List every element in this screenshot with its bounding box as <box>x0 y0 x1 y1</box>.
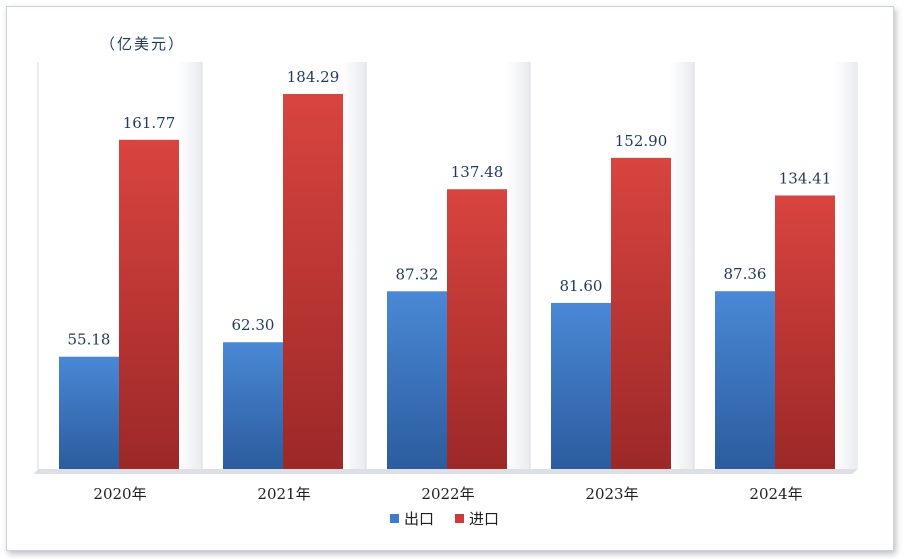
import-value-label: 134.41 <box>779 169 832 187</box>
import-bar <box>447 189 507 469</box>
export-bar <box>387 291 447 469</box>
x-tick-label: 2021年 <box>257 485 310 503</box>
export-value-label: 87.32 <box>396 265 439 283</box>
export-bar <box>715 291 775 469</box>
import-value-label: 137.48 <box>451 163 504 181</box>
unit-label: （亿美元） <box>100 35 186 53</box>
export-bar <box>223 342 283 469</box>
export-value-label: 62.30 <box>232 316 275 334</box>
export-bar <box>59 356 119 469</box>
import-value-label: 152.90 <box>615 132 668 150</box>
export-value-label: 87.36 <box>724 265 767 283</box>
export-value-label: 55.18 <box>68 331 111 349</box>
import-value-label: 184.29 <box>287 68 340 86</box>
x-tick-label: 2024年 <box>749 485 802 503</box>
export-value-label: 81.60 <box>560 277 603 295</box>
export-bar <box>551 302 611 469</box>
x-tick-label: 2022年 <box>421 485 474 503</box>
import-value-label: 161.77 <box>123 114 176 132</box>
import-bar <box>119 139 179 470</box>
chart-floor <box>34 469 858 474</box>
legend-label: 进口 <box>469 510 499 528</box>
legend-swatch <box>390 514 399 523</box>
x-tick-label: 2020年 <box>93 485 146 503</box>
legend-swatch <box>455 514 464 523</box>
import-bar <box>775 195 835 469</box>
import-bar <box>283 93 343 469</box>
x-tick-label: 2023年 <box>585 485 638 503</box>
import-bar <box>611 157 671 469</box>
legend-label: 出口 <box>404 510 434 528</box>
